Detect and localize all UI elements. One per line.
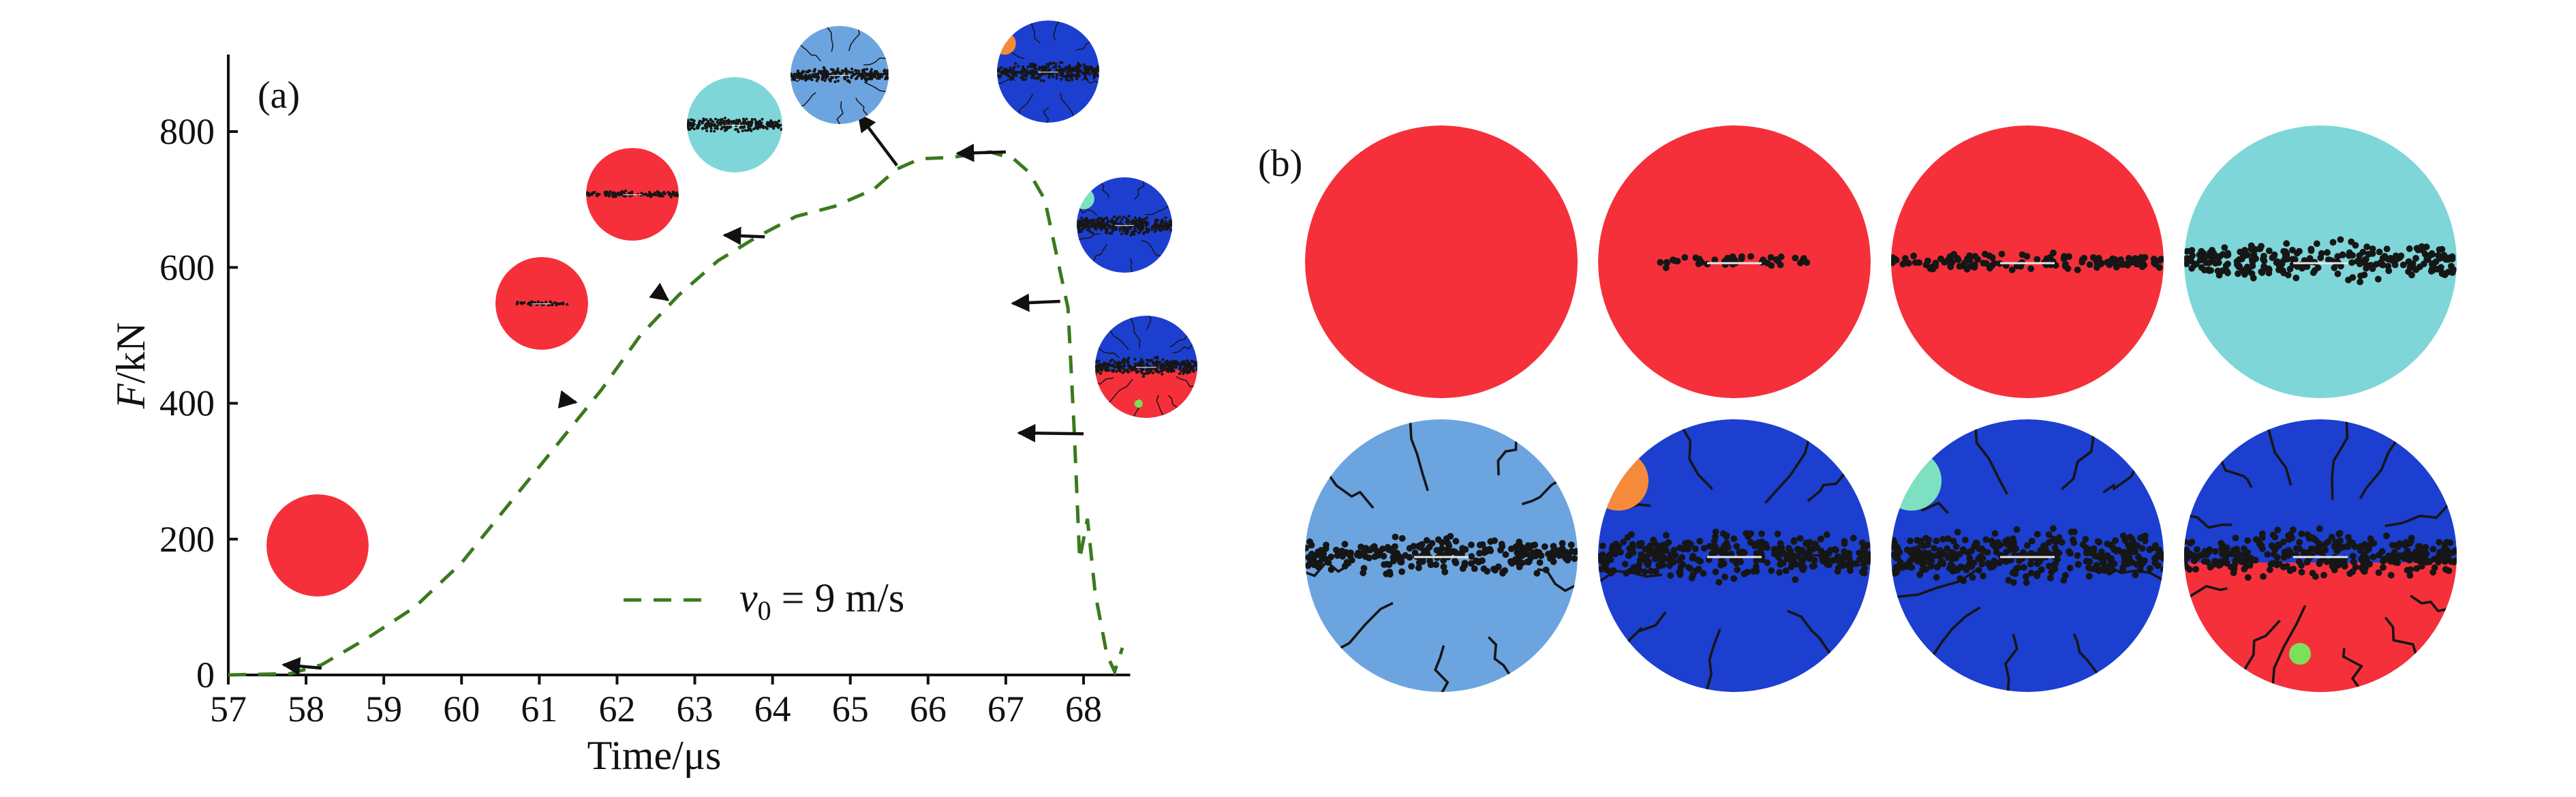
x-tick-label: 59 <box>365 689 402 730</box>
y-tick-label: 200 <box>159 519 215 560</box>
y-axis-label: F/kN <box>108 322 153 410</box>
x-tick-label: 62 <box>598 689 635 730</box>
disk-lower-fill <box>2184 562 2457 692</box>
radial-cracks <box>1305 420 1578 692</box>
crack-band <box>2184 525 2457 581</box>
snapshot-disk <box>495 257 588 350</box>
radial-cracks <box>1077 180 1172 273</box>
crack-band <box>1657 253 1811 271</box>
legend-label: v0 = 9 m/s <box>739 575 904 626</box>
fragment-patch <box>997 32 1016 55</box>
disk-fill <box>1891 125 2164 398</box>
x-ticks: 57 58 59 60 61 62 63 64 65 66 67 68 <box>210 675 1102 730</box>
legend-sub: 0 <box>758 595 771 626</box>
crack-band <box>1891 250 2164 273</box>
large-snapshot-disk <box>2184 419 2457 692</box>
radial-cracks <box>791 26 887 124</box>
fragment-patch <box>1891 451 1942 511</box>
snapshot-disk <box>997 20 1099 123</box>
legend-text: = 9 m/s <box>771 575 905 620</box>
crack-band <box>1598 528 1871 586</box>
disk-fill <box>1305 125 1578 398</box>
series-line <box>228 150 1124 677</box>
crack-band <box>586 190 679 198</box>
snapshot-arrow <box>1011 293 1060 312</box>
large-snapshot-disk <box>2184 125 2457 398</box>
snapshot-arrow <box>281 657 322 676</box>
snapshots-b <box>1305 125 2457 692</box>
y-ticks: 0 200 400 600 800 <box>159 111 238 695</box>
disk-fill <box>2184 125 2457 398</box>
snapshot-disk <box>1077 177 1172 273</box>
legend: v0 = 9 m/s <box>624 575 904 626</box>
disk-lower-fill <box>1095 369 1197 418</box>
fragment-patch <box>1134 400 1143 408</box>
panel-b-label: (b) <box>1258 142 1302 185</box>
snapshot-arrow <box>722 226 765 245</box>
fragment-patch <box>2289 643 2311 665</box>
snapshot-disk <box>1095 316 1197 418</box>
large-snapshot-disk <box>1891 419 2164 692</box>
disk-fill <box>1598 419 1871 692</box>
x-tick-label: 64 <box>754 689 791 730</box>
x-tick-label: 60 <box>443 689 480 730</box>
radial-cracks <box>997 20 1099 123</box>
snapshot-arrow <box>557 390 578 408</box>
snapshot-arrow <box>649 282 670 301</box>
disk-fill <box>266 494 369 597</box>
crack-band <box>687 117 782 134</box>
snapshot-disk <box>687 77 782 172</box>
y-axis-label-unit: /kN <box>108 322 153 384</box>
x-axis-label: Time/μs <box>587 733 722 778</box>
y-tick-label: 800 <box>159 111 215 152</box>
x-tick-label: 65 <box>832 689 869 730</box>
fragment-patch <box>1077 188 1094 209</box>
x-tick-label: 61 <box>521 689 557 730</box>
y-tick-label: 0 <box>196 655 215 695</box>
large-snapshot-disk <box>1891 125 2164 398</box>
y-tick-label: 400 <box>159 383 215 424</box>
crack-band <box>1305 532 1578 578</box>
radial-cracks <box>2187 419 2451 690</box>
legend-var: v <box>739 575 758 620</box>
y-axis-label-var: F <box>108 382 153 409</box>
large-snapshot-disk <box>1305 419 1578 692</box>
snapshot-arrow <box>1017 423 1084 442</box>
snapshot-disk <box>791 26 889 124</box>
snapshot-arrow <box>955 143 1006 162</box>
y-tick-label: 600 <box>159 247 215 288</box>
disk-fill <box>791 26 889 124</box>
crack-band <box>997 61 1099 82</box>
panel-b: (b) <box>1258 125 2457 692</box>
fragment-patch <box>1598 451 1649 511</box>
x-tick-label: 63 <box>677 689 714 730</box>
x-tick-label: 66 <box>910 689 947 730</box>
x-tick-label: 67 <box>987 689 1024 730</box>
radial-cracks <box>1895 426 2164 692</box>
snapshots-a <box>266 20 1197 676</box>
crack-band <box>1077 215 1172 237</box>
panel-a: (a) 57 58 59 60 61 62 63 64 65 66 67 68 0 200 400 600 8… <box>108 20 1197 778</box>
large-snapshot-disk <box>1598 125 1871 398</box>
large-snapshot-disk <box>1305 125 1578 398</box>
x-tick-label: 68 <box>1065 689 1102 730</box>
crack-band <box>1891 525 2164 586</box>
snapshot-disk <box>266 494 369 597</box>
x-tick-label: 58 <box>288 689 324 730</box>
panel-a-label: (a) <box>258 74 300 117</box>
snapshot-arrow <box>857 112 898 167</box>
snapshot-disk <box>586 148 679 241</box>
large-snapshot-disk <box>1598 419 1871 692</box>
x-tick-label: 57 <box>210 689 247 730</box>
